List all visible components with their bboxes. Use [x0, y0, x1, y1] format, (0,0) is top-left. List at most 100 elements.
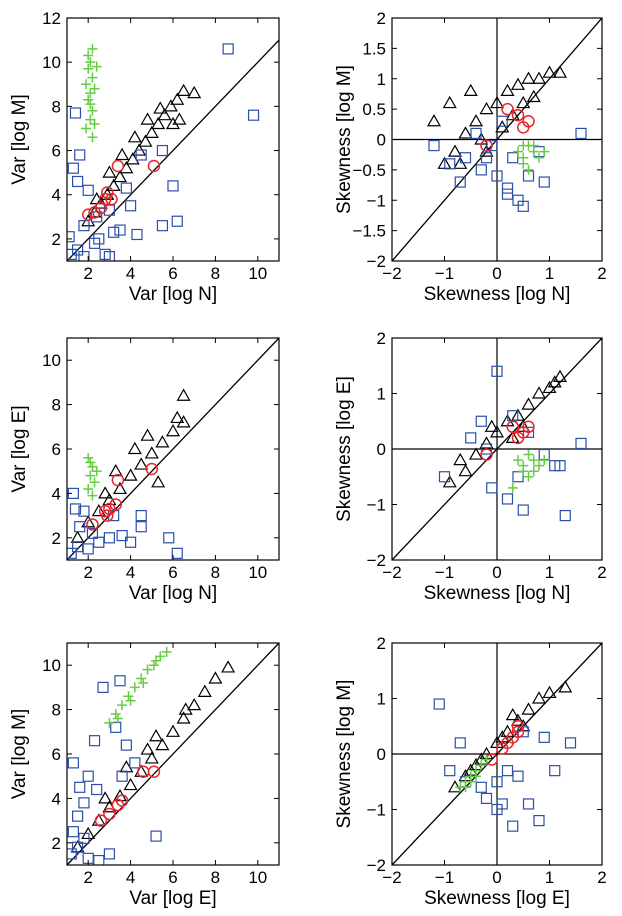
- point-triangle: [127, 441, 142, 455]
- identity-line: [67, 643, 279, 865]
- point-square: [114, 224, 126, 236]
- x-tick-label: 8: [211, 868, 220, 887]
- point-triangle: [526, 89, 541, 103]
- point-triangle: [531, 691, 547, 704]
- x-tick-label: 0: [492, 264, 501, 283]
- point-circle: [147, 765, 161, 779]
- y-tick-label: 2: [52, 230, 61, 249]
- point-triangle: [98, 791, 113, 804]
- point-square: [428, 139, 440, 152]
- x-axis-label: Var [log N]: [129, 583, 217, 604]
- point-triangle: [112, 169, 128, 183]
- point-plus: [136, 673, 147, 684]
- point-triangle: [144, 751, 159, 764]
- point-triangle: [221, 660, 236, 673]
- point-triangle: [170, 92, 185, 105]
- point-square: [538, 176, 550, 188]
- point-square: [71, 841, 84, 853]
- x-tick-label: 2: [597, 868, 606, 887]
- y-tick-label: 0: [377, 745, 386, 764]
- point-square: [564, 737, 577, 749]
- point-triangle: [521, 702, 536, 715]
- point-circle: [103, 502, 116, 516]
- subplot-1: 2 4 6 8 10 2 4 6 8 10 12 Var [log N] Var [log M]: [9, 9, 280, 305]
- point-triangle: [489, 95, 505, 109]
- point-triangle: [458, 463, 473, 477]
- point-circle: [94, 814, 108, 827]
- point-square: [163, 532, 175, 544]
- point-triangle: [521, 397, 536, 410]
- point-square: [507, 152, 519, 164]
- y-tick-label: −0.5: [352, 161, 386, 180]
- point-square: [74, 781, 86, 793]
- axes-frame: [66, 17, 280, 262]
- point-square: [491, 803, 503, 816]
- point-square: [522, 426, 535, 438]
- point-plus: [465, 776, 476, 787]
- point-triangle: [479, 101, 494, 115]
- point-triangle: [187, 697, 202, 711]
- point-circle: [511, 108, 525, 122]
- x-tick-label: 1: [545, 563, 554, 582]
- point-triangle: [157, 107, 172, 121]
- point-plus: [518, 140, 529, 151]
- x-tick-label: −2: [382, 264, 401, 283]
- point-circle: [88, 206, 101, 219]
- x-tick-label: 1: [545, 264, 554, 283]
- point-circle: [480, 448, 493, 461]
- x-tick-label: −1: [435, 264, 454, 283]
- point-square: [475, 781, 487, 793]
- x-tick-label: −1: [435, 563, 454, 582]
- point-square: [97, 681, 109, 694]
- x-tick-label: −1: [435, 868, 454, 887]
- point-triangle: [531, 386, 547, 399]
- point-plus: [112, 713, 123, 724]
- point-plus: [85, 457, 96, 468]
- x-tick-label: 0: [492, 563, 501, 582]
- point-plus: [155, 651, 166, 662]
- y-tick-label: −1: [367, 191, 386, 210]
- x-tick-label: 2: [597, 264, 606, 283]
- point-square: [67, 757, 79, 769]
- x-tick-label: 10: [248, 563, 267, 582]
- x-tick-label: 2: [83, 563, 92, 582]
- y-axis-label: Skewness [log M]: [334, 65, 355, 214]
- x-tick-label: 8: [211, 264, 220, 283]
- point-square: [67, 826, 79, 838]
- x-tick-label: 2: [597, 563, 606, 582]
- point-triangle: [165, 116, 181, 130]
- point-plus: [85, 88, 96, 99]
- point-square: [549, 765, 561, 777]
- point-plus: [83, 63, 94, 74]
- y-tick-label: 2: [52, 834, 61, 853]
- point-triangle: [558, 680, 573, 693]
- point-square: [475, 164, 487, 176]
- y-tick-label: 4: [52, 789, 61, 808]
- point-triangle: [153, 101, 168, 114]
- point-square: [533, 814, 545, 827]
- point-plus: [476, 760, 487, 771]
- point-triangle: [484, 419, 499, 432]
- y-tick-label: −1: [367, 496, 386, 515]
- point-triangle: [123, 468, 138, 481]
- point-square: [470, 127, 482, 140]
- point-plus: [523, 471, 534, 482]
- point-square: [71, 244, 84, 256]
- y-tick-label: 10: [42, 656, 61, 675]
- point-triangle: [170, 410, 185, 424]
- point-plus: [539, 455, 550, 466]
- point-square: [438, 471, 451, 483]
- point-square: [116, 770, 128, 782]
- point-plus: [85, 99, 96, 110]
- point-square: [517, 504, 529, 516]
- point-square: [247, 109, 260, 121]
- point-square: [517, 200, 529, 212]
- point-triangle: [70, 530, 85, 543]
- y-tick-label: 6: [52, 440, 61, 459]
- point-triangle: [172, 112, 187, 125]
- point-square: [501, 182, 514, 194]
- x-tick-label: 6: [168, 264, 177, 283]
- y-axis-label: Var [log M]: [9, 94, 30, 184]
- plot-area: [392, 338, 602, 560]
